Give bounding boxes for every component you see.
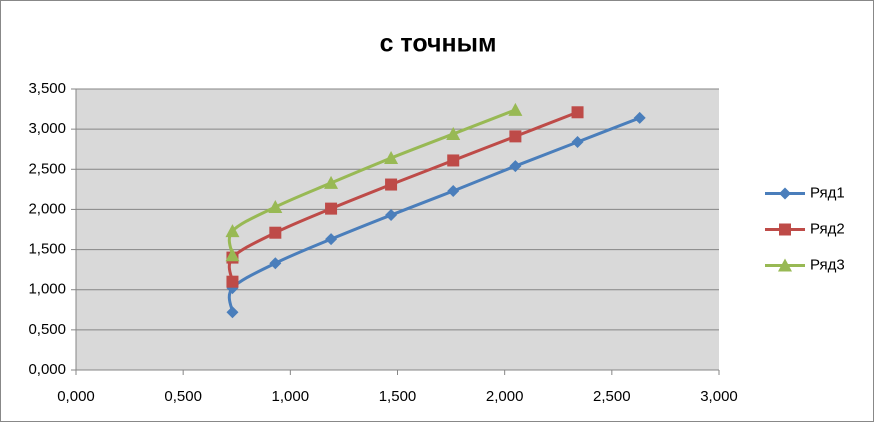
marker [508,102,523,116]
legend-marker [779,223,791,236]
marker [571,135,584,148]
x-tick-label: 2,500 [593,388,631,405]
marker [447,154,460,167]
marker [225,248,240,262]
legend-label: Ряд1 [810,184,845,201]
marker [633,111,646,124]
y-tick-label: 0,000 [28,361,66,378]
y-tick-label: 2,000 [28,200,66,217]
marker [324,175,339,189]
plot-area [76,89,719,370]
y-tick-label: 0,500 [28,321,66,338]
y-tick-label: 2,500 [28,160,66,177]
marker [447,184,460,197]
marker [385,209,398,222]
marker [509,130,522,143]
marker [571,106,584,119]
y-tick-label: 3,000 [28,120,66,137]
x-tick-label: 1,500 [379,388,417,405]
x-tick-label: 2,000 [486,388,524,405]
marker [509,160,522,173]
y-tick-label: 1,000 [28,281,66,298]
marker [269,257,282,270]
marker [268,200,283,214]
x-tick-label: 1,000 [272,388,310,405]
x-tick-label: 3,000 [700,388,738,405]
legend-label: Ряд2 [810,220,845,237]
legend-marker [779,187,791,200]
marker [384,151,399,165]
chart-title: с точным [380,30,497,58]
marker [269,226,282,239]
marker [226,275,239,288]
marker [325,233,338,246]
x-tick-label: 0,000 [57,388,95,405]
legend-label: Ряд3 [810,256,845,273]
marker [446,126,461,140]
x-tick-label: 0,500 [164,388,202,405]
y-tick-label: 3,500 [28,80,66,97]
marker [325,202,338,215]
y-tick-label: 1,500 [28,241,66,258]
marker [226,306,239,319]
marker [385,178,398,191]
legend-marker [778,258,792,272]
marker [225,224,240,238]
